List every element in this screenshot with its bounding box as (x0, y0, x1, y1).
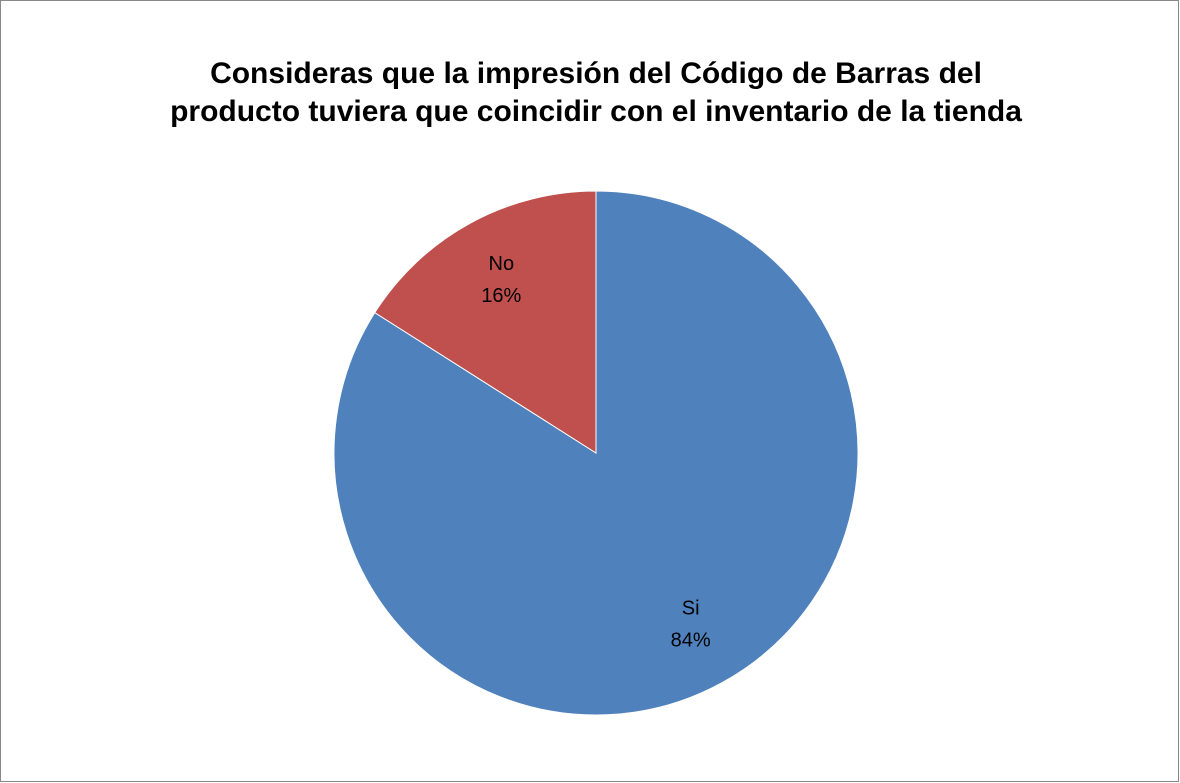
slice-value-label: 84% (671, 629, 711, 651)
chart-title: producto tuviera que coincidir con el in… (170, 95, 1022, 128)
slice-label: Si (682, 597, 700, 619)
slice-value-label: 16% (481, 285, 521, 307)
slice-label: No (489, 253, 515, 275)
chart-title: Consideras que la impresión del Código d… (210, 57, 982, 90)
pie-slice (374, 190, 597, 454)
pie-slice (333, 190, 859, 716)
